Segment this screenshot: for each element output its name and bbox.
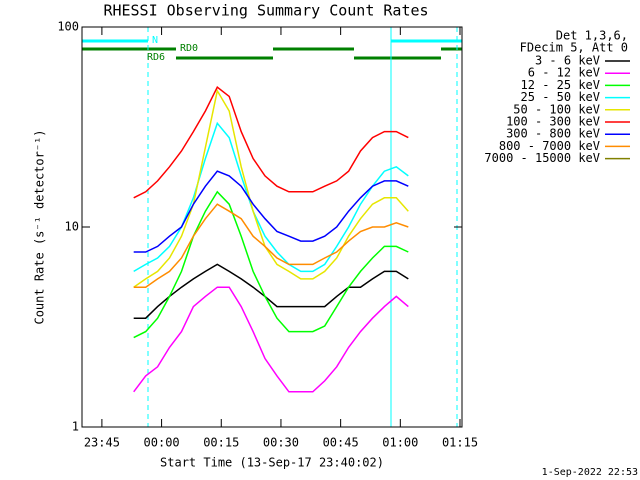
legend-label: 100 - 300 keV	[506, 115, 600, 129]
chart-title: RHESSI Observing Summary Count Rates	[103, 2, 428, 20]
x-tick-label: 23:45	[84, 436, 120, 450]
series-line	[133, 203, 409, 288]
legend-label: 50 - 100 keV	[513, 102, 600, 116]
series-line	[133, 286, 409, 393]
series-line	[133, 121, 409, 273]
x-tick-label: 00:00	[144, 436, 180, 450]
x-tick-label: 00:30	[263, 436, 299, 450]
legend-header: Det 1,3,6,	[556, 29, 628, 43]
x-tick-label: 01:00	[382, 436, 418, 450]
series-line	[133, 190, 409, 339]
legend-label: 800 - 7000 keV	[499, 139, 600, 153]
x-tick-label: 01:15	[442, 436, 478, 450]
y-tick-label: 10	[65, 220, 79, 234]
x-tick-label: 00:15	[203, 436, 239, 450]
annotation: RD0	[180, 43, 198, 54]
legend-label: 7000 - 15000 keV	[484, 151, 600, 165]
series-line	[133, 86, 409, 199]
series-line	[133, 263, 409, 319]
series-line	[133, 88, 409, 288]
legend-label: 300 - 800 keV	[506, 127, 600, 141]
legend-header: FDecim 5, Att 0	[520, 41, 628, 55]
legend-label: 3 - 6 keV	[535, 54, 600, 68]
y-tick-label: 100	[57, 20, 79, 34]
series-line	[133, 170, 409, 253]
annotation: N	[152, 35, 158, 46]
y-axis-label: Count Rate (s⁻¹ detector⁻¹)	[33, 129, 47, 324]
legend-label: 6 - 12 keV	[528, 66, 600, 80]
x-axis-label: Start Time (13-Sep-17 23:40:02)	[160, 456, 384, 470]
legend-label: 25 - 50 keV	[521, 90, 600, 104]
footer: 1-Sep-2022 22:53	[542, 467, 638, 478]
x-tick-label: 00:45	[323, 436, 359, 450]
legend-label: 12 - 25 keV	[521, 78, 600, 92]
y-tick-label: 1	[72, 420, 79, 434]
annotation: RD6	[147, 52, 165, 63]
